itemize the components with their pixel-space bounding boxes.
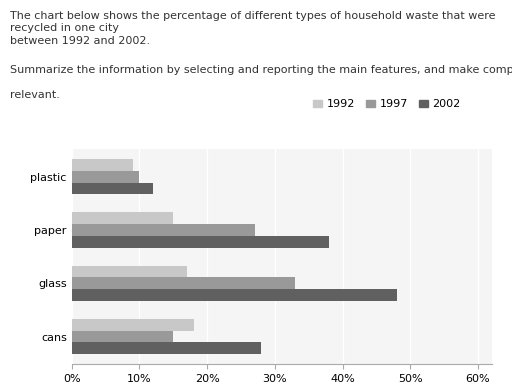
Bar [72, 266, 187, 277]
Text: between 1992 and 2002.: between 1992 and 2002. [10, 36, 151, 46]
Bar [72, 213, 173, 224]
Bar [72, 171, 139, 183]
Bar [72, 224, 254, 236]
Legend: 1992, 1997, 2002: 1992, 1997, 2002 [309, 95, 465, 114]
Bar [72, 183, 153, 194]
Text: Summarize the information by selecting and reporting the main features, and make: Summarize the information by selecting a… [10, 65, 512, 75]
Text: The chart below shows the percentage of different types of household waste that : The chart below shows the percentage of … [10, 11, 496, 33]
Bar [72, 342, 261, 354]
Bar [72, 277, 295, 289]
Bar [72, 319, 194, 331]
Bar [72, 289, 397, 301]
Text: relevant.: relevant. [10, 90, 60, 100]
Bar [72, 331, 173, 342]
Bar [72, 159, 133, 171]
Bar [72, 236, 329, 247]
